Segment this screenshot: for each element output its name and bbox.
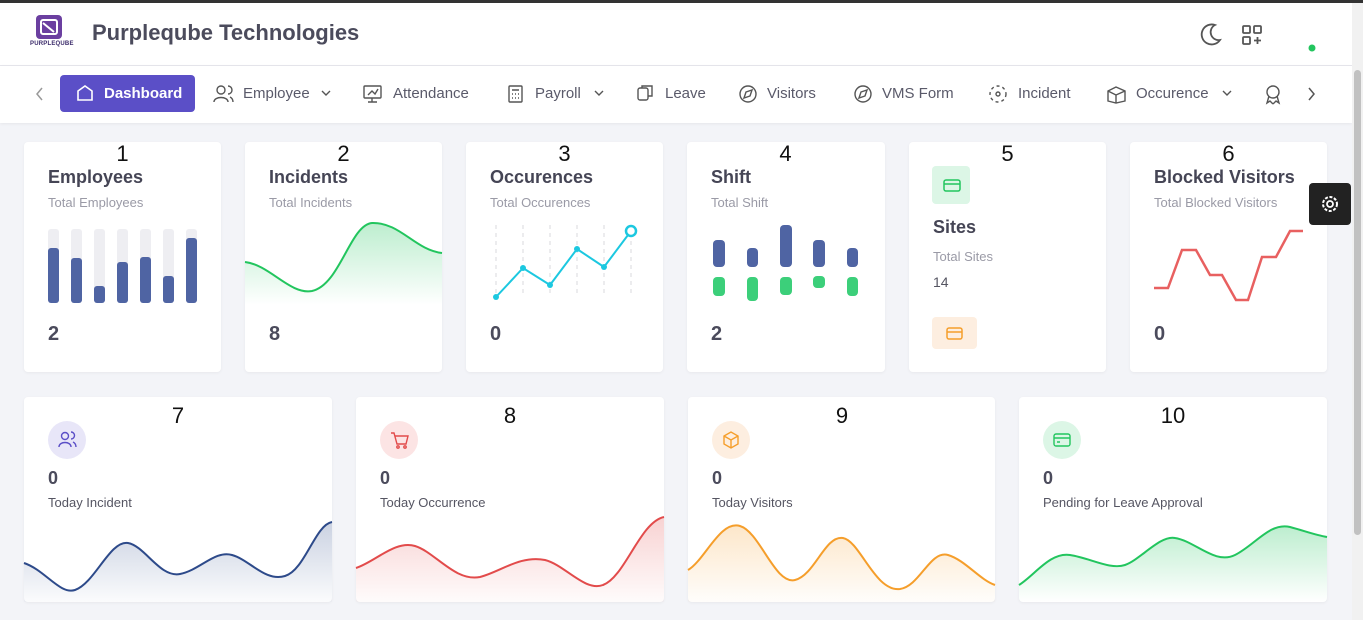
card-value: 8 — [269, 323, 281, 345]
stat-waves — [23, 516, 1328, 602]
card-title: Employees — [48, 167, 144, 187]
nav-icon — [77, 85, 93, 101]
card-subtitle: Total Blocked Visitors — [1154, 195, 1278, 210]
card-number: 10 — [1160, 403, 1186, 428]
stat-icons — [48, 421, 1081, 459]
card-number: 4 — [779, 141, 792, 166]
theme-toggle[interactable] — [1200, 23, 1222, 46]
nav-next[interactable] — [1308, 87, 1315, 101]
card-subtitle: Total Employees — [48, 195, 144, 210]
nav-item[interactable]: Occurence — [1136, 85, 1209, 102]
stat-value: 0 — [380, 468, 391, 488]
nav-bar — [0, 66, 1352, 123]
card-value: 14 — [933, 274, 949, 290]
card-value: 2 — [48, 323, 60, 345]
top-border — [0, 0, 1363, 3]
sites-icons — [932, 166, 977, 349]
card-title: Blocked Visitors — [1154, 167, 1295, 187]
logo[interactable] — [36, 15, 62, 39]
nav-item[interactable]: Attendance — [393, 85, 469, 102]
nav-active-bg[interactable] — [60, 75, 195, 112]
stat-label: Today Visitors — [712, 495, 793, 510]
card-title: Incidents — [269, 167, 349, 187]
card-title: Shift — [711, 167, 751, 187]
nav-item[interactable]: Employee — [243, 85, 310, 102]
incidents-sparkline — [244, 221, 443, 305]
header — [0, 3, 1352, 66]
stat-value: 0 — [1043, 468, 1054, 488]
nav-item[interactable]: VMS Form — [882, 85, 954, 102]
status-dot — [1308, 44, 1316, 52]
logo-text: PURPLEQUBE — [30, 41, 74, 47]
app-title: Purpleqube Technologies — [92, 20, 360, 45]
shift-sparkbars — [713, 225, 858, 301]
nav-icons — [213, 85, 1281, 105]
nav-item[interactable]: Incident — [1018, 85, 1071, 102]
card-value: 2 — [711, 323, 723, 345]
card-title: Occurences — [490, 167, 594, 187]
nav-item[interactable]: Visitors — [767, 85, 816, 102]
card-subtitle: Total Sites — [933, 249, 993, 264]
summary-card[interactable] — [466, 142, 663, 372]
blocked-visitors-sparkline — [1154, 229, 1303, 302]
nav-item[interactable]: Leave — [665, 85, 706, 102]
card-value: 0 — [1154, 323, 1166, 345]
card-number: 2 — [337, 141, 350, 166]
apps-icon[interactable] — [1242, 25, 1262, 45]
card-title: Sites — [933, 217, 977, 237]
summary-card[interactable] — [1130, 142, 1327, 372]
stat-label: Today Incident — [48, 495, 132, 510]
card-number: 8 — [503, 403, 517, 428]
card-number: 9 — [835, 403, 849, 428]
nav-item[interactable]: Payroll — [535, 85, 581, 102]
card-subtitle: Total Incidents — [269, 195, 353, 210]
occurences-sparkline — [493, 224, 638, 300]
stat-value: 0 — [712, 468, 723, 488]
employees-sparkbars — [48, 229, 197, 303]
card-number: 7 — [171, 403, 185, 428]
card-number: 3 — [558, 141, 571, 166]
settings-button[interactable] — [1309, 183, 1351, 225]
card-number: 6 — [1222, 141, 1235, 166]
card-value: 0 — [490, 323, 502, 345]
nav-item[interactable]: Dashboard — [104, 85, 183, 102]
card-number: 1 — [116, 141, 129, 166]
card-subtitle: Total Shift — [711, 195, 769, 210]
stat-label: Pending for Leave Approval — [1043, 495, 1203, 510]
stat-label: Today Occurrence — [380, 495, 486, 510]
card-number: 5 — [1001, 141, 1014, 166]
stat-value: 0 — [48, 468, 59, 488]
nav-prev[interactable] — [36, 87, 43, 101]
scrollbar-thumb[interactable] — [1354, 70, 1361, 535]
card-subtitle: Total Occurences — [490, 195, 591, 210]
